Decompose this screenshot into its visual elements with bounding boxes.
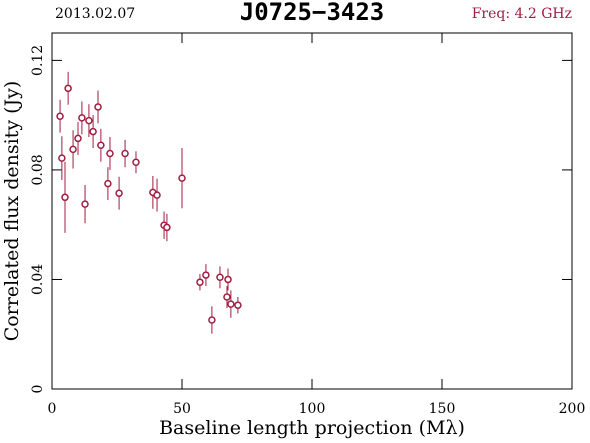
point	[208, 316, 216, 324]
point	[78, 114, 86, 122]
point	[97, 141, 105, 150]
x-axis-label: Baseline length projection (Mλ)	[159, 417, 465, 439]
point	[121, 149, 129, 158]
point	[234, 301, 242, 309]
point	[58, 154, 66, 162]
frequency: Freq: 4.2 GHz	[472, 6, 572, 22]
point	[224, 275, 232, 284]
y-tick-label: 0.12	[30, 45, 46, 76]
point	[94, 103, 102, 111]
point	[89, 127, 97, 136]
point	[223, 293, 231, 301]
point	[216, 273, 224, 282]
point	[69, 145, 77, 154]
point	[227, 300, 235, 308]
plot-frame	[51, 32, 573, 390]
point	[104, 179, 112, 188]
point	[132, 158, 140, 167]
point	[163, 223, 171, 232]
point	[153, 191, 161, 199]
x-tick-label: 150	[429, 401, 456, 417]
y-tick-label: 0.04	[30, 264, 46, 295]
point	[56, 112, 64, 120]
point	[202, 271, 210, 279]
point	[64, 84, 72, 93]
point	[115, 189, 123, 197]
point	[81, 200, 89, 208]
point	[61, 193, 69, 202]
y-tick-label: 0	[30, 385, 46, 394]
date: 2013.02.07	[55, 6, 135, 22]
point	[85, 116, 93, 125]
x-tick-label: 200	[559, 401, 586, 417]
x-tick-label: 100	[299, 401, 326, 417]
point	[196, 278, 204, 286]
y-axis-label: Correlated flux density (Jy)	[1, 81, 23, 342]
point	[106, 149, 114, 158]
y-tick-label: 0.08	[30, 154, 46, 185]
x-tick-label: 0	[48, 401, 57, 417]
point	[178, 174, 186, 182]
x-tick-label: 50	[173, 401, 191, 417]
chart-title: J0725−3423	[240, 0, 385, 26]
point	[74, 134, 82, 143]
